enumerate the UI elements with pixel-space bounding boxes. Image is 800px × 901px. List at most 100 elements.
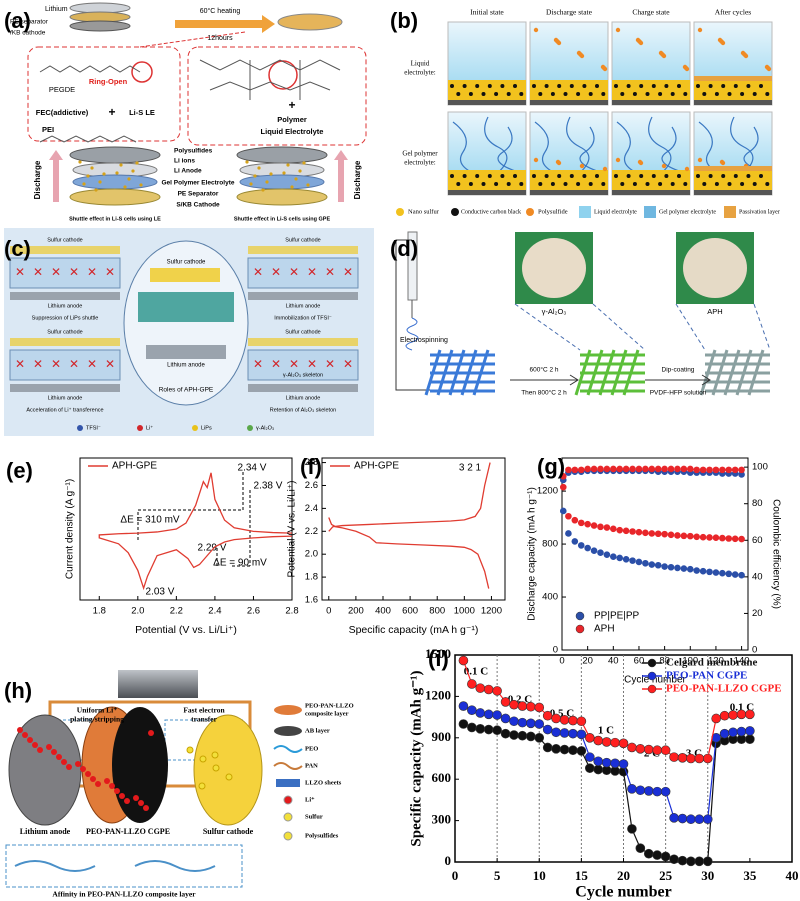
data-point (577, 542, 585, 549)
carbon-black (519, 182, 524, 186)
x-mark: ✕ (289, 265, 299, 279)
label: composite layer (305, 710, 349, 717)
gpe-slab (9, 257, 121, 289)
label: Initial state (470, 8, 504, 17)
label: + (108, 105, 115, 119)
x-tick-label: 1200 (481, 606, 502, 617)
x-tick-label: 80 (659, 656, 670, 667)
data-point (475, 724, 486, 734)
data-point (652, 786, 663, 797)
li-ion (143, 805, 149, 811)
current-collector (530, 190, 608, 195)
label: Sulfur cathode (203, 827, 254, 836)
data-point (706, 466, 713, 474)
y-axis-label: Potential (V vs. Li/Li⁺) (287, 481, 298, 578)
label: PEI (42, 125, 54, 134)
x-mark: ✕ (253, 265, 263, 279)
polysulfide (637, 159, 643, 165)
carbon-black (468, 92, 473, 96)
data-point (467, 722, 477, 733)
x-mark: ✕ (325, 357, 335, 371)
label: 60°C heating (200, 7, 241, 15)
carbon-black (538, 92, 543, 96)
polysulfide (719, 159, 725, 165)
data-point (728, 710, 738, 720)
y-tick-label: 1200 (425, 687, 451, 702)
y-tick-label: 0 (445, 853, 452, 868)
label: PAN (305, 762, 318, 769)
polysulfide-dot (290, 185, 294, 189)
x-tick-label: 0 (559, 656, 564, 667)
data-point (584, 752, 595, 762)
label: transfer (191, 715, 217, 724)
carbon-black (645, 182, 650, 186)
carbon-black (714, 92, 719, 96)
x-mark: ✕ (69, 357, 79, 371)
carbon-black (588, 182, 593, 186)
carbon-black (733, 174, 738, 178)
carbon-black (727, 182, 732, 186)
polysulfide-dot (131, 169, 135, 173)
label: PEGDE (49, 85, 75, 94)
data-point (475, 708, 486, 718)
x-axis-label: Specific capacity (mA h g⁻¹) (349, 624, 479, 636)
annotation: 2.03 V (146, 587, 175, 598)
label: Lithium (45, 6, 68, 13)
data-point (568, 715, 578, 726)
carbon-black (677, 174, 681, 178)
y-tick-label: 900 (432, 729, 452, 744)
x-mark: ✕ (105, 265, 115, 279)
mesh-fiber (747, 349, 765, 396)
data-point (725, 570, 733, 578)
data-point (712, 534, 720, 542)
x-tick-label: 1000 (454, 606, 475, 617)
data-point (745, 709, 755, 720)
li-ion (46, 744, 52, 750)
data-point (702, 814, 713, 825)
data-point (571, 516, 579, 524)
y-axis-label: Discharge capacity (mA h g⁻¹) (527, 487, 538, 621)
data-point (603, 551, 611, 558)
data-point (500, 697, 511, 707)
data-point (584, 544, 591, 552)
polysulfide-dot (98, 180, 102, 184)
carbon-black (576, 92, 581, 96)
data-point (492, 686, 502, 696)
carbon-black (569, 174, 574, 178)
polysulfide-dot (306, 183, 310, 187)
y2-axis-label: Coulombic efficiency (%) (770, 499, 781, 609)
carbon-black (708, 84, 713, 88)
legend-marker (575, 611, 585, 621)
data-point (674, 465, 681, 473)
data-point (693, 533, 700, 541)
data-point (601, 757, 612, 768)
data-point (622, 555, 630, 563)
carbon-black (582, 84, 587, 88)
data-point (719, 710, 730, 721)
data-point (686, 565, 694, 573)
polysulfide (186, 746, 194, 754)
molecule (39, 65, 141, 143)
carbon-black (475, 84, 480, 88)
li-ion (138, 800, 144, 806)
carbon-black (696, 174, 700, 178)
annotation: ΔE = 310 mV (120, 515, 180, 526)
data-point (648, 465, 656, 473)
cathode (236, 188, 328, 206)
polysulfide-dot (119, 163, 123, 167)
annotation: 2.38 V (254, 481, 283, 492)
data-point (565, 512, 572, 520)
x-mark: ✕ (69, 265, 79, 279)
chain (14, 860, 216, 872)
data-point (674, 564, 681, 572)
coin (277, 13, 343, 31)
data-point (467, 679, 477, 689)
anode-slab (248, 292, 358, 300)
cathode-slab (10, 338, 120, 346)
polysulfide-dot (282, 171, 286, 175)
data-point (629, 465, 636, 473)
data-point (706, 568, 713, 576)
data-point (719, 569, 726, 577)
polysulfide-dot (86, 174, 90, 178)
carbon-black (550, 92, 555, 96)
